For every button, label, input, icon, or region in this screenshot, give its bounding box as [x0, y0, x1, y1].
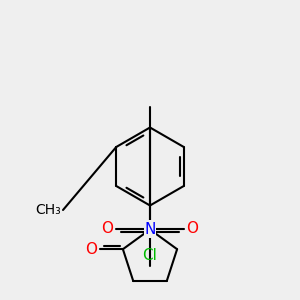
Text: O: O	[187, 221, 199, 236]
Text: Cl: Cl	[142, 248, 158, 263]
Text: O: O	[101, 221, 113, 236]
Text: S: S	[145, 221, 155, 236]
Text: O: O	[85, 242, 98, 257]
Text: CH₃: CH₃	[36, 203, 61, 217]
Text: N: N	[144, 222, 156, 237]
